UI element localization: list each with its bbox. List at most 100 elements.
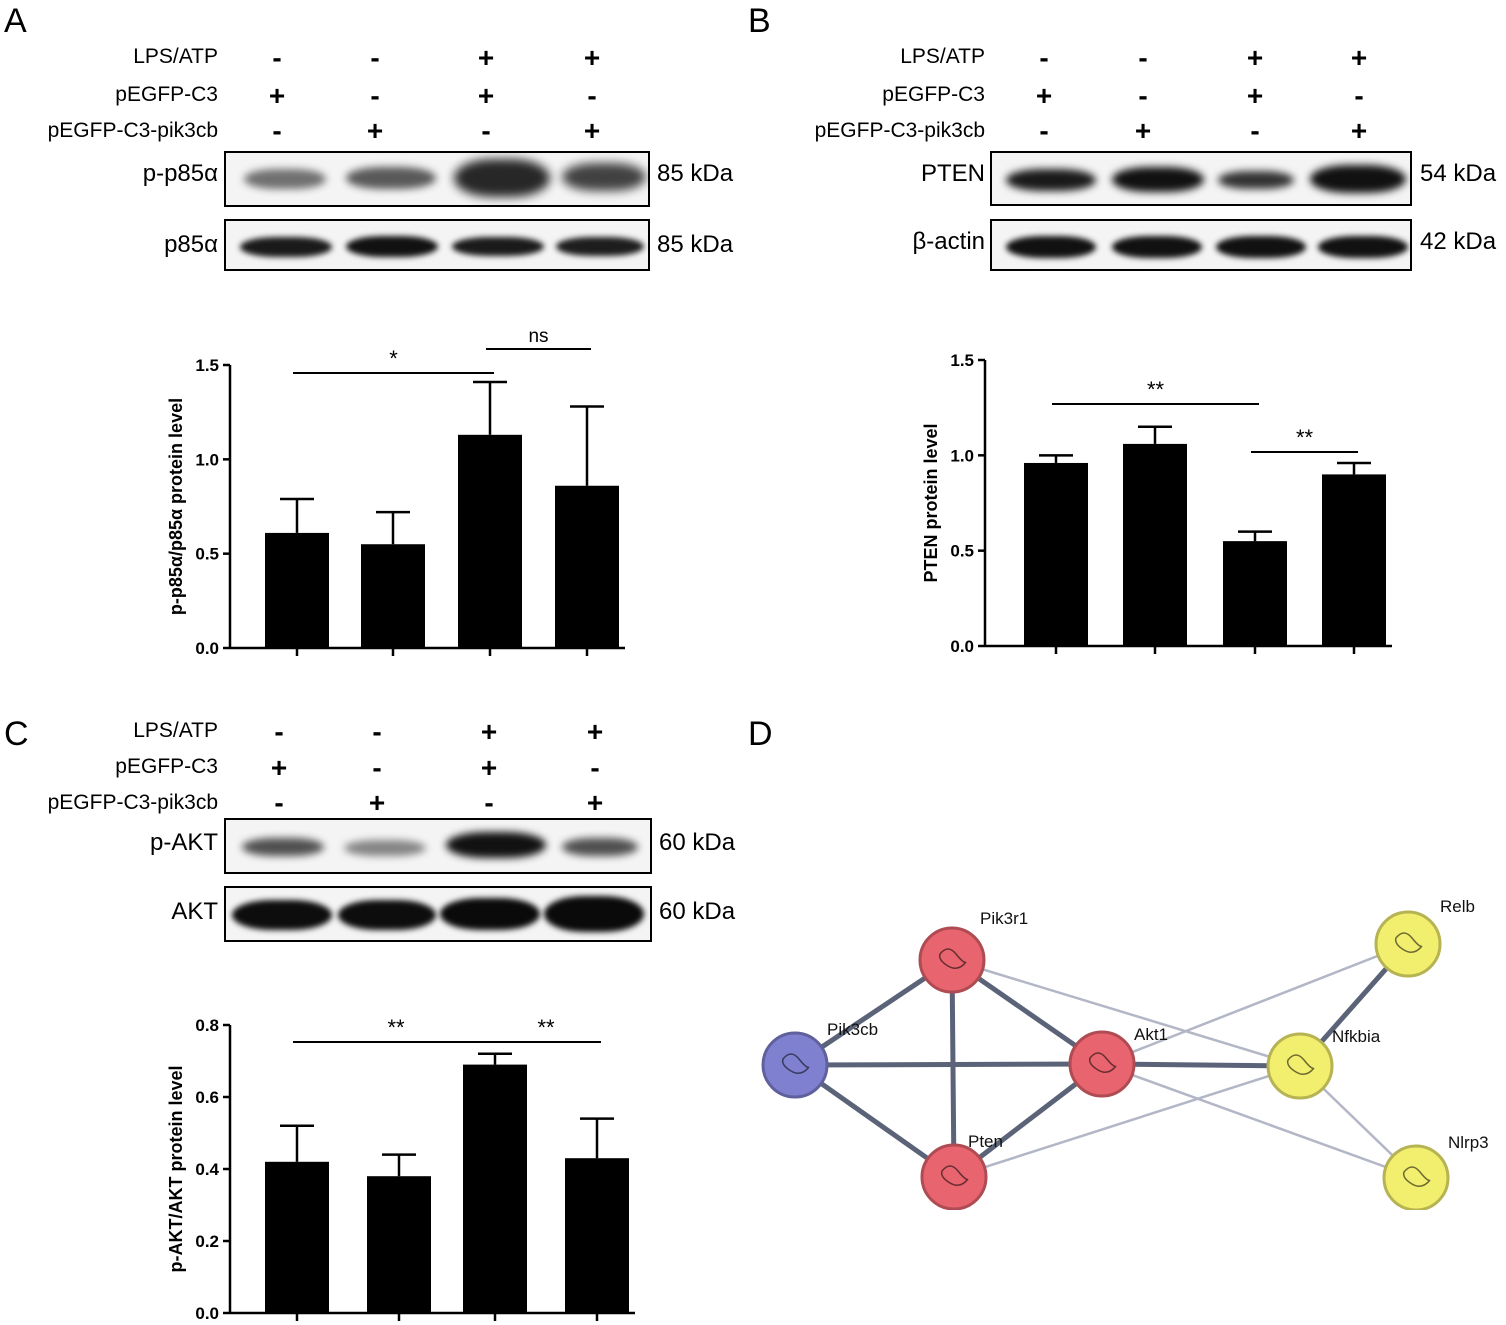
condition-sign: + xyxy=(268,80,286,111)
blot-kda-label: 42 kDa xyxy=(1420,228,1497,255)
condition-label: pEGFP-C3-pik3cb xyxy=(47,119,218,142)
y-tick-label: 1.0 xyxy=(950,446,974,465)
bar xyxy=(361,544,425,648)
significance-label: ns xyxy=(528,326,548,347)
network-node-label: Pik3r1 xyxy=(980,909,1028,928)
y-tick-label: 0.0 xyxy=(950,637,974,656)
condition-sign: - xyxy=(590,752,600,783)
bar xyxy=(265,1161,329,1313)
condition-sign: - xyxy=(484,787,494,818)
network-node-relb xyxy=(1374,910,1442,978)
network-node-akt1 xyxy=(1068,1030,1136,1098)
protein-structure-icon xyxy=(940,1165,969,1186)
bar xyxy=(1223,541,1287,646)
network-edge xyxy=(794,1061,1103,1068)
network-edge xyxy=(953,1064,1301,1179)
condition-label: pEGFP-C3-pik3cb xyxy=(47,791,218,814)
network-edge xyxy=(949,959,957,1178)
condition-label: LPS/ATP xyxy=(133,719,218,742)
protein-structure-icon xyxy=(1402,1166,1431,1187)
condition-label: LPS/ATP xyxy=(900,45,985,68)
bar-chart-b: 0.0 0.5 1.0 1.5 PTEN protein level ** ** xyxy=(921,351,1392,656)
condition-sign: - xyxy=(1039,42,1049,73)
condition-sign: + xyxy=(1350,42,1368,73)
condition-label: pEGFP-C3 xyxy=(115,83,218,106)
network-node-label: Akt1 xyxy=(1134,1025,1168,1044)
condition-sign: - xyxy=(274,716,284,747)
condition-sign: - xyxy=(1138,42,1148,73)
bar xyxy=(1123,443,1187,646)
condition-sign: + xyxy=(270,752,288,783)
blot-kda-label: 54 kDa xyxy=(1420,160,1497,187)
bar-chart-a: 0.0 0.5 1.0 1.5 p-p85α/p85α protein level * ns xyxy=(166,326,625,658)
condition-sign: - xyxy=(1138,80,1148,111)
condition-label: LPS/ATP xyxy=(133,45,218,68)
network-node-label: Pik3cb xyxy=(827,1020,878,1039)
network-node-label: Pten xyxy=(968,1132,1003,1151)
condition-sign: + xyxy=(1246,80,1264,111)
blot-label: p-AKT xyxy=(149,829,218,856)
condition-sign: - xyxy=(274,787,284,818)
blot-label: p-p85α xyxy=(142,160,218,187)
condition-label: pEGFP-C3-pik3cb xyxy=(814,119,985,142)
blot-label: p85α xyxy=(164,231,218,258)
condition-sign: - xyxy=(1354,80,1364,111)
bar-chart-c: 0.0 0.2 0.4 0.6 0.8 p-AKT/AKT protein level **… xyxy=(166,1015,635,1323)
significance-label: ** xyxy=(387,1015,405,1040)
condition-sign: + xyxy=(586,787,604,818)
network-node-pik3cb xyxy=(761,1031,829,1099)
bar xyxy=(463,1064,527,1313)
network-node-nfkbia xyxy=(1266,1032,1334,1100)
panel-letter-c: C xyxy=(4,715,29,753)
condition-sign: + xyxy=(477,42,495,73)
bar xyxy=(565,1158,629,1313)
network-node-label: Nlrp3 xyxy=(1448,1133,1489,1152)
network-edge xyxy=(951,958,1301,1068)
network-node-label: Relb xyxy=(1440,897,1475,916)
y-tick-label: 0.0 xyxy=(195,1304,219,1323)
condition-sign: + xyxy=(583,115,601,146)
y-tick-label: 0.5 xyxy=(950,542,974,561)
y-axis-label: p-p85α/p85α protein level xyxy=(166,398,186,615)
protein-structure-icon xyxy=(1088,1052,1117,1073)
western-blot-p85a xyxy=(224,219,650,271)
condition-sign: + xyxy=(480,716,498,747)
y-axis-label: PTEN protein level xyxy=(921,423,941,582)
condition-sign: - xyxy=(272,115,282,146)
bar xyxy=(1024,462,1088,646)
bar xyxy=(265,532,329,648)
condition-sign: - xyxy=(1250,115,1260,146)
significance-label: ** xyxy=(1147,377,1165,402)
condition-sign: + xyxy=(586,716,604,747)
condition-sign: + xyxy=(368,787,386,818)
western-blot-akt xyxy=(224,886,652,942)
y-tick-label: 0.6 xyxy=(195,1088,219,1107)
bar xyxy=(555,485,619,648)
y-axis-label: p-AKT/AKT protein level xyxy=(166,1065,186,1272)
blot-label: PTEN xyxy=(920,160,985,187)
condition-sign: - xyxy=(372,716,382,747)
panel-letter-d: D xyxy=(748,715,773,753)
network-node-pik3r1 xyxy=(918,926,986,994)
protein-structure-icon xyxy=(938,948,967,969)
condition-sign: + xyxy=(583,42,601,73)
y-tick-label: 1.5 xyxy=(950,351,974,370)
significance-label: * xyxy=(389,346,398,371)
condition-sign: - xyxy=(370,42,380,73)
significance-label: ** xyxy=(537,1015,555,1040)
network-node-label: Nfkbia xyxy=(1332,1027,1381,1046)
western-blot-beta-actin xyxy=(990,219,1412,271)
condition-sign: + xyxy=(1350,115,1368,146)
network-edge xyxy=(1101,942,1409,1066)
condition-sign: - xyxy=(481,115,491,146)
condition-label: pEGFP-C3 xyxy=(882,83,985,106)
condition-sign: + xyxy=(1134,115,1152,146)
blot-kda-label: 60 kDa xyxy=(659,898,736,925)
blot-label: AKT xyxy=(171,898,218,925)
network-edge xyxy=(1101,1062,1417,1180)
y-tick-label: 0.2 xyxy=(195,1232,219,1251)
protein-structure-icon xyxy=(1394,932,1423,953)
condition-sign: + xyxy=(1246,42,1264,73)
condition-sign: - xyxy=(370,80,380,111)
panel-letter-a: A xyxy=(4,2,27,40)
